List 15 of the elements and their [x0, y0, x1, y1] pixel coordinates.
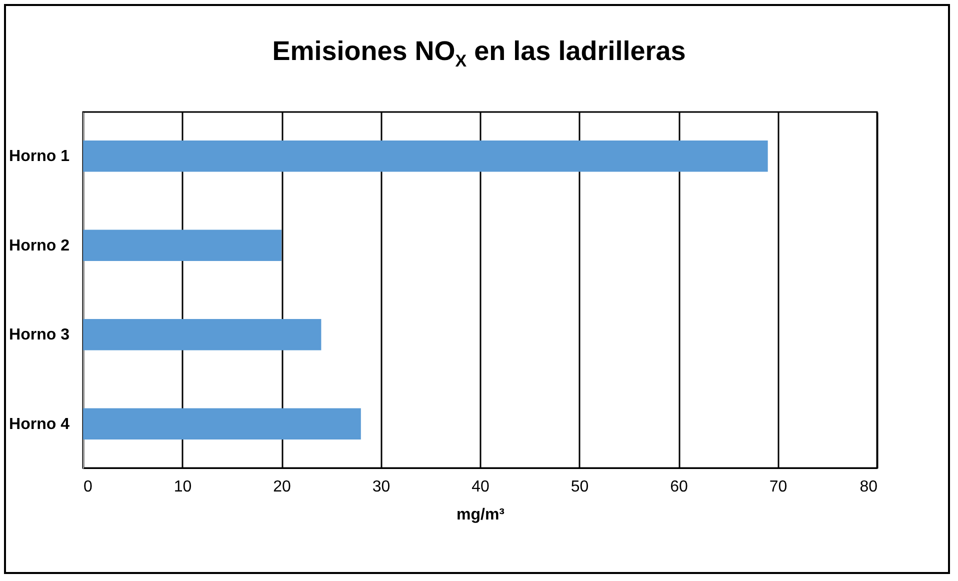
x-tick-label: 10: [174, 478, 192, 496]
y-tick-label: Horno 2: [9, 237, 70, 254]
y-tick-label: Horno 4: [9, 416, 70, 433]
x-axis-title: mg/m³: [456, 506, 504, 524]
x-tick-label: 20: [273, 478, 291, 496]
x-tick-label: 70: [769, 478, 788, 496]
y-tick-label: Horno 3: [9, 326, 70, 344]
x-tick-label: 0: [84, 478, 92, 496]
x-tick-label: 50: [570, 478, 589, 496]
x-tick-label: 30: [372, 478, 390, 496]
chart-title: Emisiones NO$_{X}$ en las ladrilleras: [271, 36, 687, 72]
y-tick-label: Horno 1: [9, 148, 70, 166]
x-tick-label: 80: [860, 478, 878, 496]
x-tick-label: 60: [670, 478, 688, 496]
x-tick-label: 40: [472, 478, 490, 496]
